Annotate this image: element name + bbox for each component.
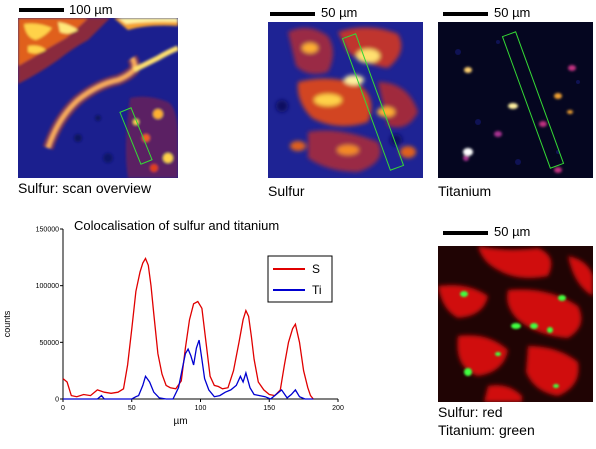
x-tick-label: 200 <box>332 405 344 412</box>
overlay-caption-line1: Sulfur: red <box>438 404 503 420</box>
overlay-map <box>438 246 593 402</box>
y-tick-label: 0 <box>55 397 59 404</box>
sulfur-scale-label: 50 µm <box>321 5 358 20</box>
x-axis-label: µm <box>173 416 187 427</box>
sulfur-map <box>268 22 423 178</box>
colocalisation-chart: Colocalisation of sulfur and titanium 0 5… <box>0 210 360 444</box>
y-tick-label: 100000 <box>36 283 59 290</box>
titanium-caption: Titanium <box>438 183 492 199</box>
x-tick-label: 50 <box>128 405 136 412</box>
sulfur-caption: Sulfur <box>268 183 305 199</box>
legend-box <box>267 255 333 303</box>
x-tick-label: 100 <box>195 405 207 412</box>
x-tick-label: 0 <box>61 405 65 412</box>
legend-label-s: S <box>312 262 320 276</box>
titanium-scale-label: 50 µm <box>494 5 531 20</box>
sulfur-scale-bar <box>270 12 315 16</box>
overview-caption: Sulfur: scan overview <box>18 180 152 196</box>
y-tick-label: 150000 <box>36 227 59 234</box>
legend-label-ti: Ti <box>312 283 322 297</box>
y-axis-label: counts <box>2 310 12 337</box>
titanium-map <box>438 22 593 178</box>
overview-sulfur-map <box>18 18 178 178</box>
series-line-ti <box>63 339 314 400</box>
overlay-scale-label: 50 µm <box>494 224 531 239</box>
x-tick-label: 150 <box>263 405 275 412</box>
overview-scale-label: 100 µm <box>69 2 113 17</box>
overlay-caption-line2: Titanium: green <box>438 422 535 438</box>
overlay-scale-bar <box>443 231 488 235</box>
overview-scale-bar <box>19 8 64 12</box>
chart-title: Colocalisation of sulfur and titanium <box>74 218 279 233</box>
titanium-scale-bar <box>443 12 488 16</box>
y-tick-label: 50000 <box>40 340 60 347</box>
